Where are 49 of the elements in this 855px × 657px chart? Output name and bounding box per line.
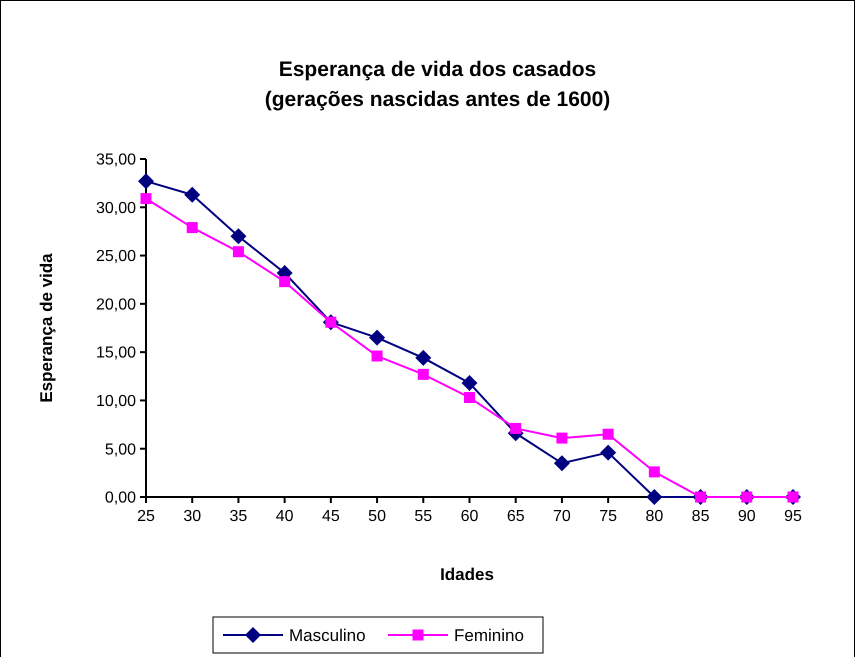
chart-title: Esperança de vida dos casados — [278, 58, 596, 81]
point — [279, 276, 290, 288]
x-tick-label: 95 — [784, 508, 802, 525]
x-tick-label: 85 — [692, 508, 710, 525]
x-tick-label: 90 — [738, 508, 756, 525]
point — [372, 350, 383, 362]
y-tick-label: 10,00 — [96, 393, 136, 410]
x-tick-label: 70 — [553, 508, 571, 525]
point — [646, 489, 662, 505]
x-tick-label: 65 — [506, 508, 525, 525]
y-tick-label: 0,00 — [104, 490, 136, 507]
legend-label: Masculino — [289, 626, 366, 645]
legend-label: Feminino — [454, 626, 524, 645]
x-tick-label: 80 — [645, 508, 664, 525]
x-tick-label: 40 — [276, 508, 294, 525]
y-tick-label: 15,00 — [96, 344, 136, 362]
point — [556, 432, 568, 444]
x-tick-label: 60 — [460, 508, 478, 525]
point — [418, 368, 429, 380]
y-axis-title: Esperança de vida — [37, 252, 56, 403]
x-tick-label: 50 — [368, 508, 386, 525]
point — [510, 422, 522, 434]
point — [462, 375, 478, 392]
point — [600, 444, 616, 461]
y-tick-label: 25,00 — [96, 248, 136, 266]
x-tick-label: 75 — [599, 508, 618, 525]
point — [186, 222, 198, 234]
point — [138, 173, 154, 190]
chart-subtitle: (gerações nascidas antes de 1600) — [264, 88, 610, 111]
point — [602, 428, 614, 440]
point — [184, 186, 200, 203]
y-tick-label: 30,00 — [96, 200, 136, 217]
x-tick-label: 35 — [230, 508, 248, 525]
point — [554, 455, 570, 472]
x-tick-label: 45 — [322, 508, 340, 525]
y-tick-label: 20,00 — [96, 296, 136, 314]
point — [415, 350, 432, 366]
point — [140, 193, 152, 204]
x-axis-title: Idades — [440, 565, 494, 584]
point — [369, 330, 386, 346]
point — [648, 466, 660, 478]
x-tick-label: 55 — [414, 508, 432, 525]
point — [230, 228, 246, 244]
x-tick-label: 30 — [183, 508, 202, 525]
point — [232, 246, 244, 258]
point — [464, 392, 475, 404]
y-tick-label: 35,00 — [96, 152, 136, 169]
y-tick-label: 5,00 — [104, 441, 136, 458]
x-tick-label: 25 — [137, 508, 155, 525]
